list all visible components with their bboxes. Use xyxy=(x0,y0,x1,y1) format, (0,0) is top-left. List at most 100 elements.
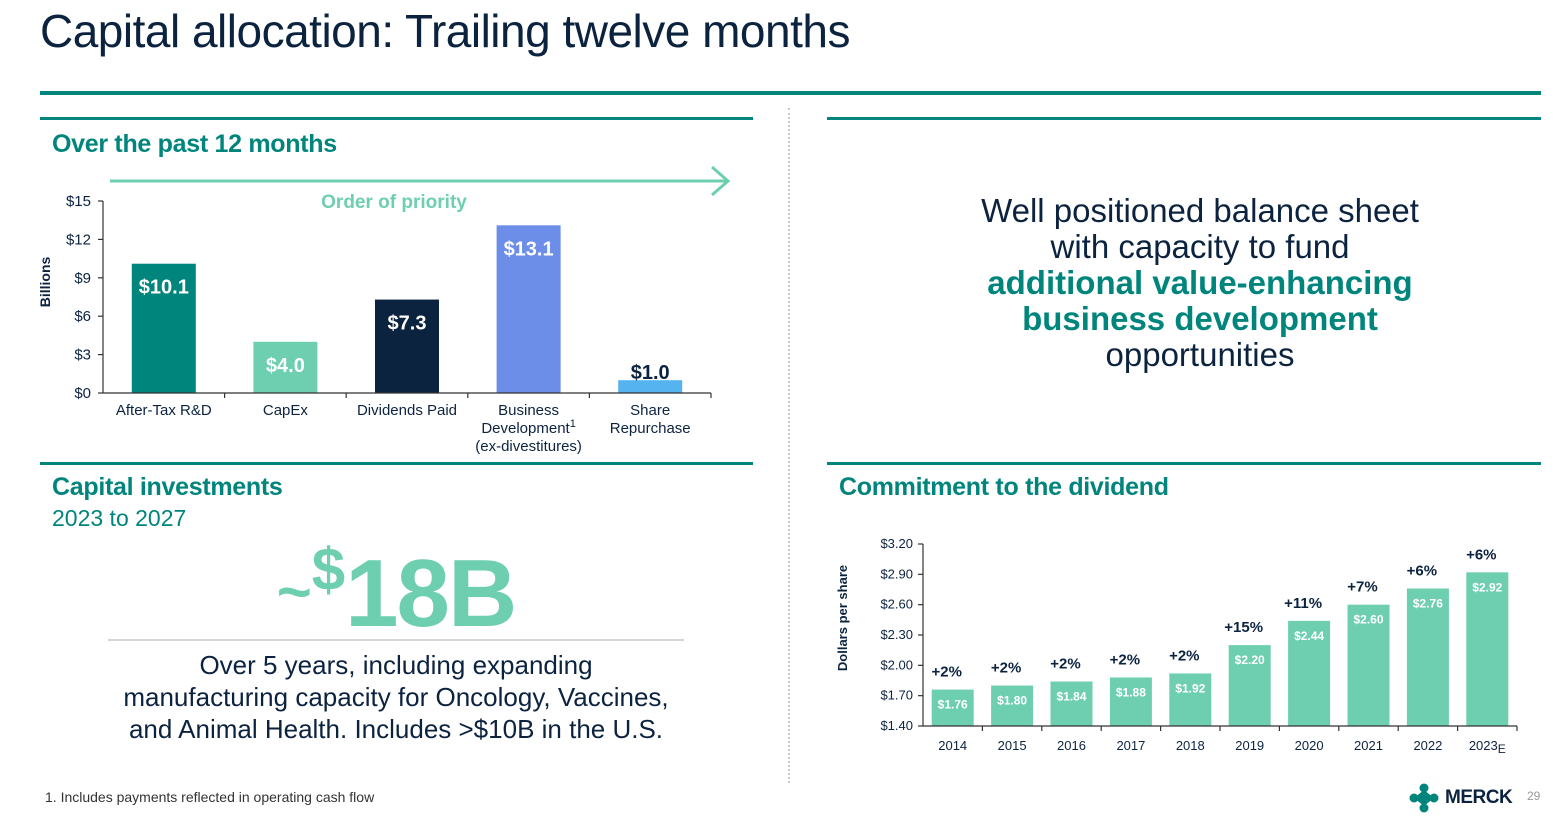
dividend-growth-label: +2% xyxy=(1050,656,1080,673)
dividend-value-label: $1.92 xyxy=(1175,681,1205,695)
dividend-year-label: 2016 xyxy=(1057,738,1086,753)
category-label: CapEx xyxy=(263,402,309,419)
category-footnote-marker: 1 xyxy=(570,418,576,430)
page-title: Capital allocation: Trailing twelve mont… xyxy=(40,5,850,57)
footnote: 1. Includes payments reflected in operat… xyxy=(45,789,375,805)
balance-highlight-1: additional value-enhancing xyxy=(987,264,1413,301)
dividend-value-label: $1.84 xyxy=(1056,690,1086,704)
dividend-value-label: $2.60 xyxy=(1353,613,1383,627)
dividend-bar xyxy=(931,689,974,726)
title-rule xyxy=(40,91,1541,95)
merck-logo: MERCK xyxy=(1409,783,1513,813)
dividend-growth-label: +7% xyxy=(1347,579,1377,596)
balance-sheet-statement: Well positioned balance sheet with capac… xyxy=(900,193,1500,373)
category-label: Share xyxy=(630,402,670,419)
bar xyxy=(496,225,561,393)
dividend-year-label: 2018 xyxy=(1176,738,1205,753)
y-tick-label: $0 xyxy=(74,385,91,402)
y-tick-label: $6 xyxy=(74,308,91,325)
dividend-bar xyxy=(1288,620,1331,726)
dividend-value-label: $1.80 xyxy=(997,694,1027,708)
bar-value-label: $1.0 xyxy=(631,362,670,384)
y-tick-label: $9 xyxy=(74,270,91,287)
investment-desc-line-3: and Animal Health. Includes >$10B in the… xyxy=(128,714,664,744)
bar-value-label: $10.1 xyxy=(139,277,189,299)
bar-value-label: $4.0 xyxy=(266,355,305,377)
balance-rule xyxy=(827,117,1541,120)
dividend-growth-label: +15% xyxy=(1224,619,1263,636)
dividend-growth-label: +2% xyxy=(1169,647,1199,664)
vertical-divider xyxy=(788,108,790,783)
balance-line-2: with capacity to fund xyxy=(1050,228,1350,265)
dividend-title: Commitment to the dividend xyxy=(839,473,1169,501)
y-tick-label: $3 xyxy=(74,347,91,364)
merck-logo-text: MERCK xyxy=(1445,787,1513,808)
dividend-growth-label: +11% xyxy=(1284,595,1322,612)
dividend-y-tick-label: $1.40 xyxy=(880,718,913,733)
past12-title: Over the past 12 months xyxy=(52,130,337,158)
dividend-year-label: 2014 xyxy=(938,738,967,753)
category-label: Development1 xyxy=(481,418,576,437)
dividend-value-label: $1.88 xyxy=(1116,685,1146,699)
balance-line-1: Well positioned balance sheet xyxy=(981,192,1419,229)
investment-desc-line-2: manufacturing capacity for Oncology, Vac… xyxy=(123,682,669,712)
dividend-y-tick-label: $2.30 xyxy=(880,627,913,642)
dividend-y-tick-label: $2.00 xyxy=(880,657,913,672)
dividend-rule xyxy=(827,462,1541,465)
bar-value-label: $7.3 xyxy=(388,313,427,335)
dividend-y-tick-label: $2.90 xyxy=(880,566,913,581)
category-label: Repurchase xyxy=(610,420,691,437)
bar xyxy=(618,380,683,393)
dividend-year-label: 2015 xyxy=(998,738,1027,753)
dividend-year-label: 2022 xyxy=(1413,738,1442,753)
dividend-bar xyxy=(1109,677,1152,726)
dividend-year-label: 2023E xyxy=(1469,738,1506,756)
dividend-bar xyxy=(991,685,1034,726)
balance-line-5: opportunities xyxy=(1105,336,1295,373)
dividend-value-label: $1.76 xyxy=(938,698,968,712)
dividend-growth-label: +2% xyxy=(1110,651,1140,668)
past12-rule xyxy=(40,117,753,120)
category-label: Dividends Paid xyxy=(357,402,457,419)
capital-investment-amount: ~$18B xyxy=(108,535,684,649)
y-axis-label: Billions xyxy=(37,257,53,308)
dividend-year-label: 2020 xyxy=(1295,738,1324,753)
big-number-dollar: $ xyxy=(311,536,346,603)
page-number: 29 xyxy=(1527,789,1541,803)
category-label: (ex-divestitures) xyxy=(475,438,582,455)
merck-logo-icon xyxy=(1409,783,1439,813)
category-label: After-Tax R&D xyxy=(116,402,212,419)
capital-allocation-chart: Order of priority Billions $0 $3 $6 $9 $12 $1… xyxy=(37,165,731,455)
investments-subtitle: 2023 to 2027 xyxy=(52,505,187,531)
dividend-value-label: $2.44 xyxy=(1294,629,1324,643)
dividend-y-tick-label: $3.20 xyxy=(880,536,913,551)
dividend-chart: Dollars per share $1.40 $1.70 $2.00 $2.30 $2… xyxy=(835,536,1518,756)
dividend-growth-label: +6% xyxy=(1466,546,1496,563)
dividend-y-tick-label: $1.70 xyxy=(880,688,913,703)
bar xyxy=(131,263,196,393)
bar-value-label: $13.1 xyxy=(504,238,554,260)
investments-rule xyxy=(40,462,753,465)
dividend-value-label: $2.76 xyxy=(1413,596,1443,610)
priority-arrow-head xyxy=(711,165,731,197)
dividend-estimate-marker: E xyxy=(1498,742,1506,756)
dividend-bar xyxy=(1347,604,1390,726)
dividend-year-label: 2019 xyxy=(1235,738,1264,753)
dividend-bar xyxy=(1466,572,1509,726)
dividend-value-label: $2.20 xyxy=(1235,653,1265,667)
dividend-y-axis-label: Dollars per share xyxy=(835,565,850,671)
dividend-year-label: 2017 xyxy=(1116,738,1145,753)
big-number-value: 18B xyxy=(345,540,517,647)
dividend-bar xyxy=(1228,645,1271,726)
big-number-tilde: ~ xyxy=(276,558,312,625)
dividend-bar xyxy=(1406,588,1449,726)
dividend-bar xyxy=(1050,681,1093,726)
category-label: Business xyxy=(498,402,559,419)
dividend-year-label: 2021 xyxy=(1354,738,1383,753)
investment-desc-line-1: Over 5 years, including expanding xyxy=(199,650,593,680)
investment-description: Over 5 years, including expanding manufa… xyxy=(90,649,702,745)
priority-label: Order of priority xyxy=(321,192,467,213)
dividend-bar xyxy=(1169,673,1212,726)
y-tick-label: $15 xyxy=(66,193,91,210)
investment-divider xyxy=(108,639,684,641)
